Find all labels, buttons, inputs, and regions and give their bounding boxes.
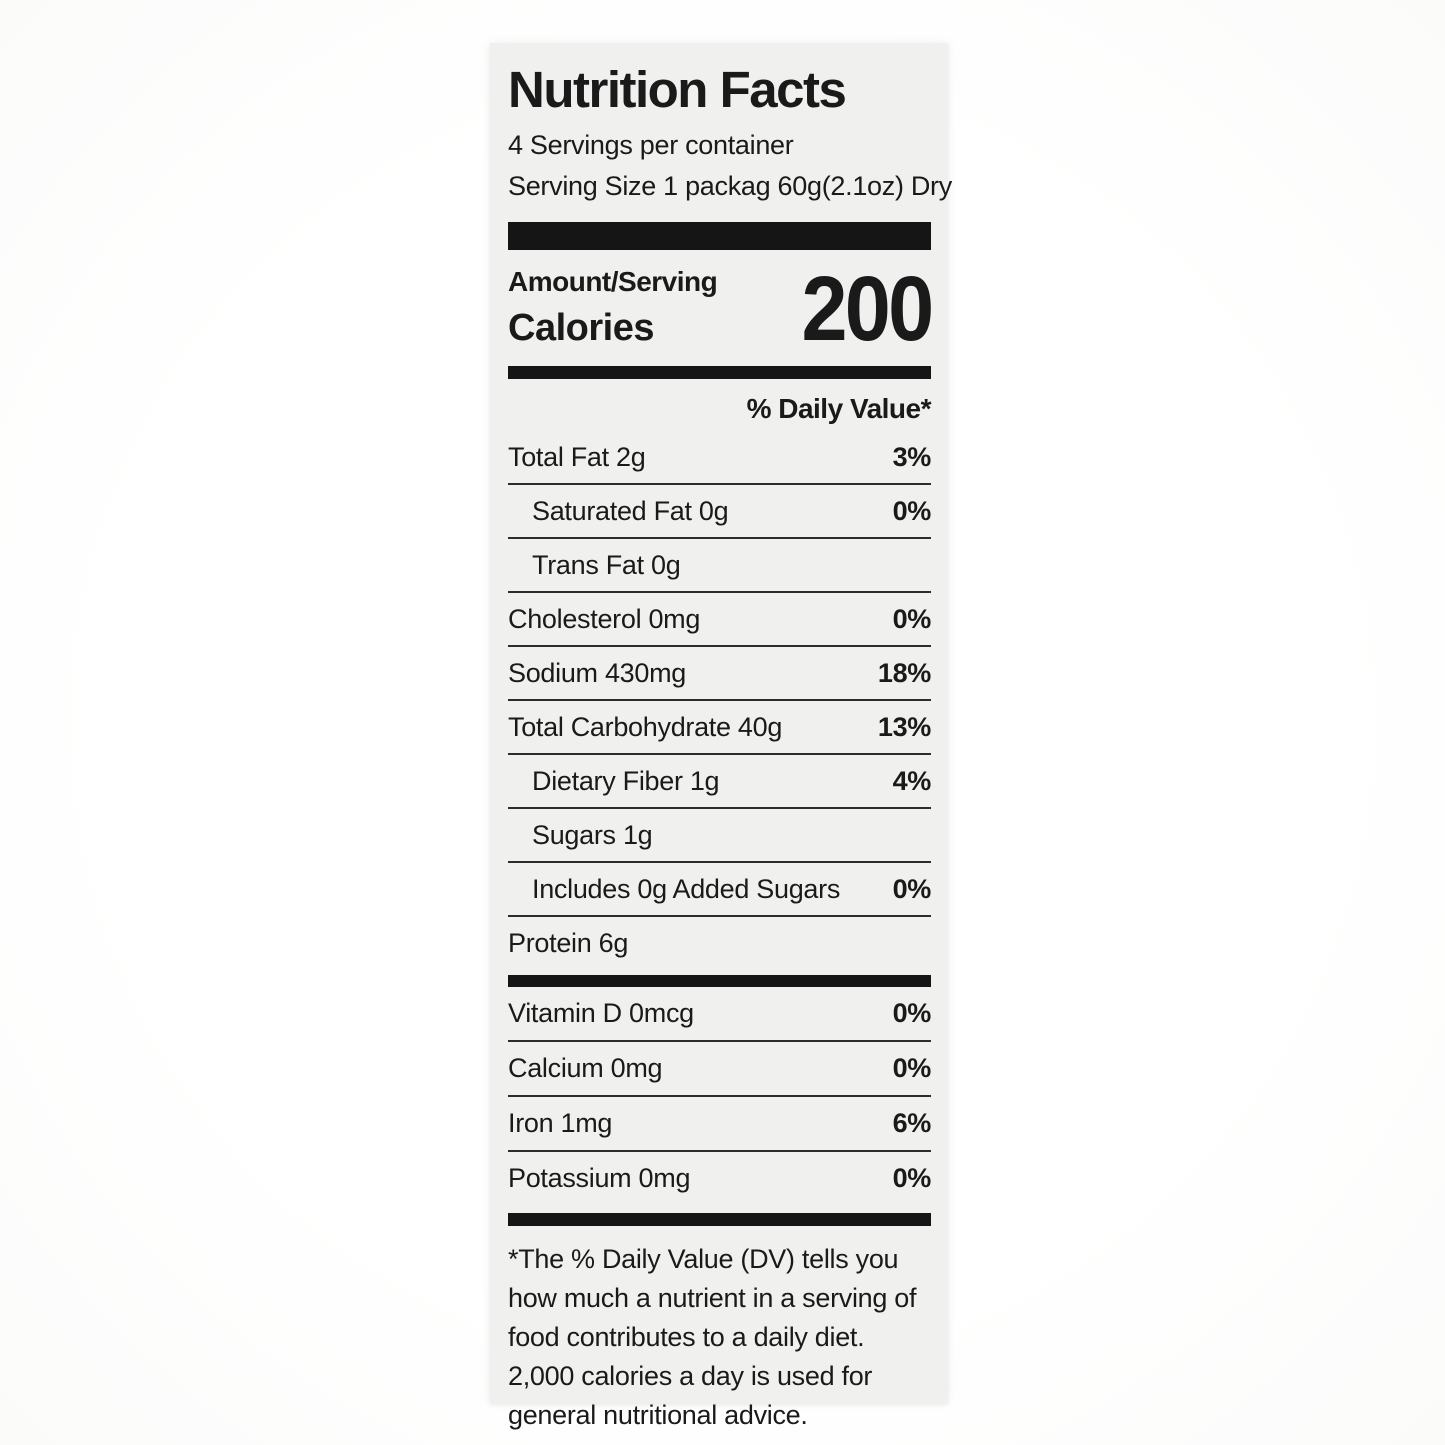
divider-bar-protein [508,975,931,987]
nutrient-row-saturated-fat: Saturated Fat 0g 0% [508,485,931,539]
nutrient-rows: Total Fat 2g 3% Saturated Fat 0g 0% Tran… [508,431,931,969]
nutrient-row-cholesterol: Cholesterol 0mg 0% [508,593,931,647]
micronutrient-rows: Vitamin D 0mcg 0% Calcium 0mg 0% Iron 1m… [508,987,931,1205]
nutrient-daily-value: 0% [892,1163,932,1193]
divider-bar-thick [508,222,931,250]
nutrient-daily-value: 0% [892,873,932,904]
nutrient-daily-value: 18% [877,657,931,688]
nutrient-daily-value: 0% [892,998,932,1028]
nutrient-name: Iron 1mg [508,1108,613,1138]
nutrient-name: Trans Fat 0g [532,549,681,580]
calories-section: Amount/Serving Calories 200 [508,258,934,360]
nutrient-row-added-sugars: Includes 0g Added Sugars 0% [508,863,931,917]
nutrient-row-total-fat: Total Fat 2g 3% [508,431,931,485]
calories-labels: Amount/Serving Calories [508,266,718,352]
daily-value-header: % Daily Value* [746,393,932,424]
nutrient-name: Total Fat 2g [508,441,646,472]
nutrient-row-vitamin-d: Vitamin D 0mcg 0% [508,987,931,1042]
nutrient-row-dietary-fiber: Dietary Fiber 1g 4% [508,755,931,809]
amount-per-serving-label: Amount/Serving [508,266,718,297]
calories-value: 200 [800,258,934,360]
nutrient-daily-value: 0% [892,495,932,526]
nutrient-daily-value: 4% [892,765,932,796]
serving-size: Serving Size 1 packag 60g(2.1oz) Dry [508,171,952,201]
nutrient-daily-value: 6% [892,1108,932,1138]
nutrient-name: Vitamin D 0mcg [508,998,694,1028]
nutrient-row-potassium: Potassium 0mg 0% [508,1152,931,1205]
nutrient-name: Sodium 430mg [508,657,687,688]
label-title: Nutrition Facts [508,61,847,118]
nutrient-row-sugars: Sugars 1g [508,809,931,863]
nutrient-name: Total Carbohydrate 40g [508,711,783,742]
daily-value-footnote: *The % Daily Value (DV) tells you how mu… [508,1244,917,1430]
nutrient-name: Potassium 0mg [508,1163,691,1193]
nutrition-facts-label: Nutrition Facts 4 Servings per container… [490,43,952,1430]
divider-bar-medium [508,366,931,379]
nutrient-name: Sugars 1g [532,819,653,850]
nutrient-row-total-carbohydrate: Total Carbohydrate 40g 13% [508,701,931,755]
nutrient-daily-value: 0% [892,1053,932,1083]
divider-bar-footnote [508,1213,931,1226]
calories-label: Calories [508,307,654,349]
nutrient-name: Includes 0g Added Sugars [532,873,841,904]
nutrient-row-protein: Protein 6g [508,917,931,969]
nutrient-name: Saturated Fat 0g [532,495,729,526]
servings-per-container: 4 Servings per container [508,130,794,160]
nutrient-row-iron: Iron 1mg 6% [508,1097,931,1152]
nutrient-daily-value: 3% [892,441,932,472]
nutrient-row-calcium: Calcium 0mg 0% [508,1042,931,1097]
nutrient-daily-value: 13% [877,711,931,742]
nutrient-row-trans-fat: Trans Fat 0g [508,539,931,593]
nutrient-name: Protein 6g [508,927,629,958]
nutrient-name: Calcium 0mg [508,1053,663,1083]
nutrient-daily-value: 0% [892,603,932,634]
nutrient-name: Dietary Fiber 1g [532,765,720,796]
nutrient-row-sodium: Sodium 430mg 18% [508,647,931,701]
nutrient-name: Cholesterol 0mg [508,603,701,634]
